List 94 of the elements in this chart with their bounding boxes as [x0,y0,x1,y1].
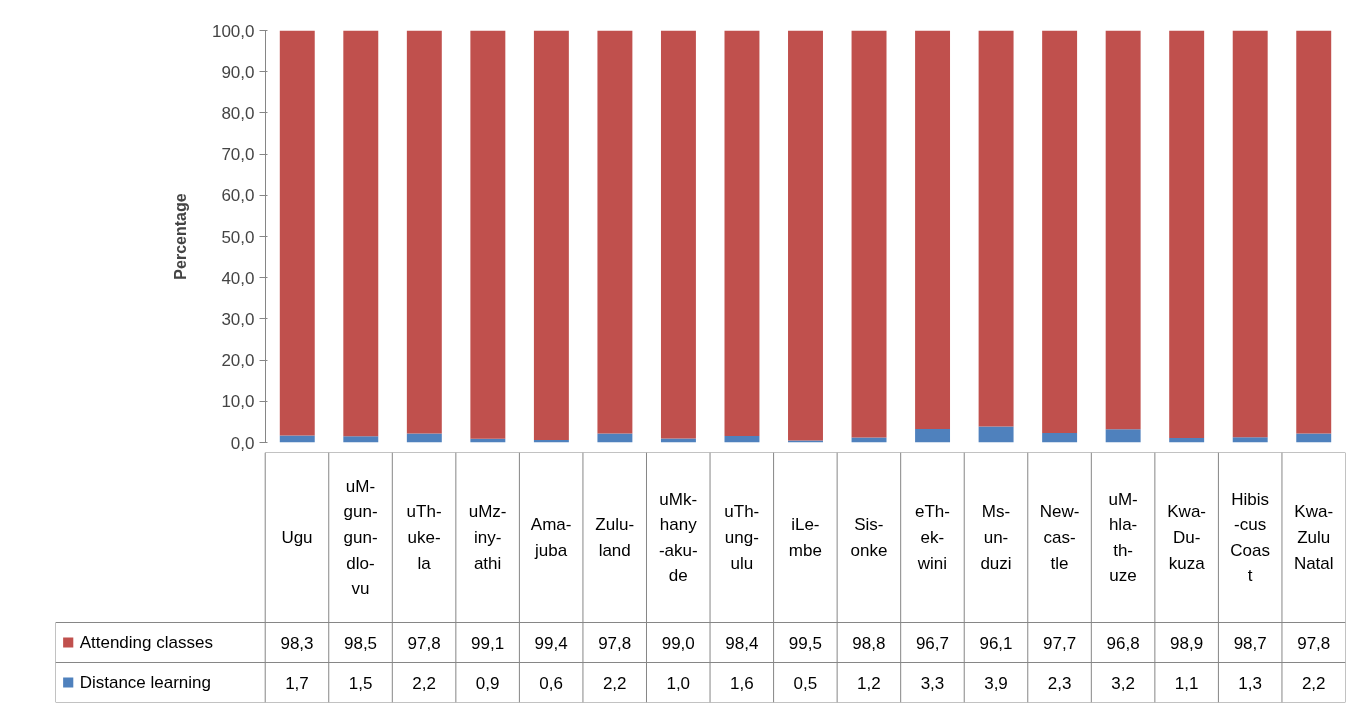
bar [533,30,569,441]
data-label: 3,2 [1111,673,1135,693]
data-label: 2,3 [1047,673,1072,693]
data-label: 96,8 [1106,633,1140,653]
bar [1105,30,1141,430]
data-label: 98,8 [852,633,886,653]
y-tick-label: 90,0 [221,62,255,82]
data-label: 1,1 [1174,673,1199,693]
x-tick-label: uM- gun- gun- dlo- vu [343,476,378,599]
x-tick-label: Ugu [281,528,313,547]
bar [1232,30,1268,438]
x-tick-label: uTh- ung- ulu [724,502,760,573]
bar [978,30,1014,427]
data-label: 98,9 [1170,633,1204,653]
bar [279,435,315,443]
x-tick-label: Kwa- Zulu Natal [1293,502,1334,573]
bar [915,30,951,429]
y-tick-label: 70,0 [221,145,255,165]
data-label: 98,7 [1233,633,1267,653]
bar [788,440,823,443]
bar [1296,30,1332,434]
data-label: 99,1 [471,633,505,653]
data-label: 1,5 [348,673,373,693]
data-label: 96,7 [915,633,949,653]
x-tick-label: uM- hla- th- uze [1108,489,1138,586]
bar [343,30,379,437]
data-label: 2,2 [1301,673,1326,693]
data-label: 97,8 [598,633,632,653]
bar [597,30,633,434]
y-tick-label: 60,0 [221,186,255,206]
bar [788,30,823,441]
bar [406,30,442,434]
bar [1169,30,1205,438]
x-tick-label: Ms- un- duzi [980,502,1012,573]
bar [1042,30,1078,434]
x-tick-label: Zulu- land [595,515,635,560]
y-tick-label: 40,0 [221,268,255,288]
x-tick-label: eTh- ek- wini [914,502,950,573]
bar [1105,429,1141,443]
y-tick-label: 20,0 [221,351,255,371]
bar [470,30,506,439]
data-label: 97,8 [407,633,441,653]
data-label: 96,1 [979,633,1013,653]
data-label: 2,2 [602,673,627,693]
data-label: 1,6 [729,673,754,693]
data-label: 1,3 [1238,673,1262,693]
bar [1042,433,1078,443]
legend-label: Distance learning [79,673,212,692]
data-label: 97,7 [1043,633,1077,653]
data-label: 99,0 [661,633,695,653]
data-label: 2,2 [412,673,436,693]
data-label: 98,4 [725,633,759,653]
bar [660,438,696,443]
x-tick-label: Kwa- Du- kuza [1167,502,1206,573]
x-tick-label: uTh- uke- la [406,502,442,573]
y-tick-label: 30,0 [221,309,255,329]
bar [724,30,760,436]
data-label: 3,9 [984,673,1008,693]
bar [406,433,442,443]
data-label: 0,5 [793,673,818,693]
x-tick-label: uMk- hany -aku- de [658,489,698,586]
x-tick-label: Hibis -cus Coas t [1230,489,1271,586]
y-tick-label: 80,0 [221,103,255,123]
data-label: 99,5 [788,633,822,653]
data-label: 99,4 [534,633,568,653]
bar [1296,433,1332,443]
x-tick-label: Sis- onke [850,515,888,560]
y-tick-label: 50,0 [221,227,255,247]
x-tick-label: uMz- iny- athi [468,502,507,573]
data-label: 3,3 [920,673,945,693]
bar [978,426,1014,443]
bar [597,433,633,443]
x-tick-label: iLe- mbe [788,515,822,560]
bar [851,30,887,438]
bar [279,30,315,436]
data-label: 98,3 [280,633,314,653]
data-label: 1,0 [666,673,691,693]
x-tick-label: Ama- juba [530,515,572,560]
legend-label: Attending classes [79,633,213,652]
data-label: 98,5 [343,633,378,653]
data-label: 0,9 [475,673,500,693]
data-label: 0,6 [539,673,563,693]
data-label: 1,7 [285,673,309,693]
data-label: 1,2 [857,673,881,693]
y-axis-title: Percentage [171,193,189,280]
bar [1232,437,1268,443]
x-tick-label: New- cas- tle [1039,502,1080,573]
y-tick-label: 0,0 [230,433,255,453]
bar [660,30,696,439]
bar [343,436,379,443]
data-label: 97,8 [1297,633,1331,653]
bar [915,428,951,443]
y-tick-label: 10,0 [221,392,255,412]
y-tick-label: 100,0 [211,21,255,41]
